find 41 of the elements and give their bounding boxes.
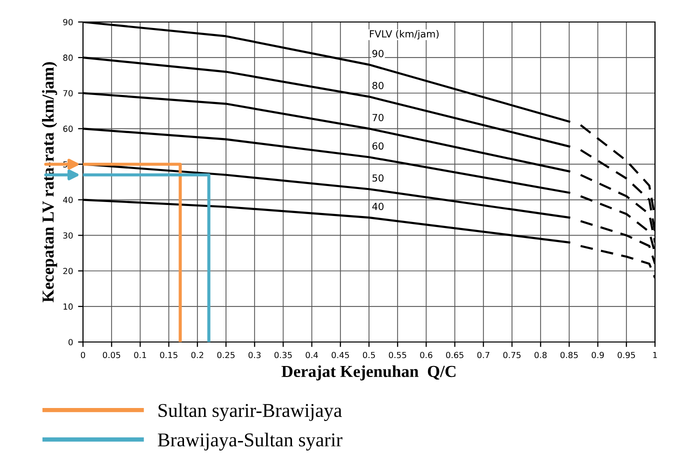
y-tick-label: 80 — [63, 54, 73, 61]
y-tick-label: 60 — [63, 126, 73, 132]
legend-label: Brawijaya-Sultan syarir — [158, 432, 342, 450]
y-tick-label: 0 — [68, 338, 73, 346]
x-tick-label: 0.95 — [618, 352, 635, 358]
x-tick-label: 0 — [80, 352, 86, 358]
x-tick-label: 0.15 — [160, 352, 178, 358]
annotation: 70 — [372, 114, 384, 122]
x-tick-label: 0.7 — [477, 352, 490, 358]
x-tick-label: 0.9 — [592, 352, 604, 358]
x-tick-label: 0.2 — [191, 352, 204, 358]
x-tick-label: 0.55 — [388, 352, 406, 358]
x-tick-label: 0.1 — [134, 352, 146, 358]
annotation: 90 — [372, 50, 384, 58]
y-tick-label: 20 — [63, 268, 73, 274]
annotation: 50 — [372, 174, 384, 182]
x-tick-label: 0.05 — [102, 352, 120, 358]
y-tick-label: 40 — [63, 196, 73, 204]
x-tick-label: 0.6 — [420, 352, 432, 358]
annotation: 60 — [372, 142, 384, 150]
x-tick-label: 0.75 — [503, 352, 521, 358]
y-axis-title: Kecepatan LV rata-rata (km/jam) — [42, 62, 58, 302]
annotation: FVLV (km/jam) — [370, 30, 439, 40]
x-tick-label: 0.8 — [534, 352, 547, 358]
x-tick-label: 0.5 — [362, 352, 375, 358]
x-tick-label: 0.4 — [306, 352, 318, 358]
x-tick-label: 1 — [653, 352, 657, 358]
x-tick-label: 0.45 — [332, 352, 349, 358]
x-tick-label: 0.35 — [274, 352, 292, 358]
x-tick-label: 0.25 — [217, 352, 235, 358]
y-tick-label: 70 — [63, 90, 73, 96]
y-tick-label: 10 — [64, 303, 73, 310]
y-tick-label: 90 — [63, 18, 73, 26]
annotation: 40 — [372, 202, 384, 210]
x-tick-label: 0.65 — [446, 352, 464, 358]
annotation: 80 — [372, 82, 384, 90]
y-tick-label: 30 — [63, 232, 73, 239]
x-axis-title: Derajat Kejenuhan Q/C — [282, 365, 456, 380]
x-tick-label: 0.3 — [248, 352, 261, 358]
legend-label: Sultan syarir-Brawijaya — [158, 403, 342, 422]
x-tick-label: 0.85 — [560, 352, 578, 358]
